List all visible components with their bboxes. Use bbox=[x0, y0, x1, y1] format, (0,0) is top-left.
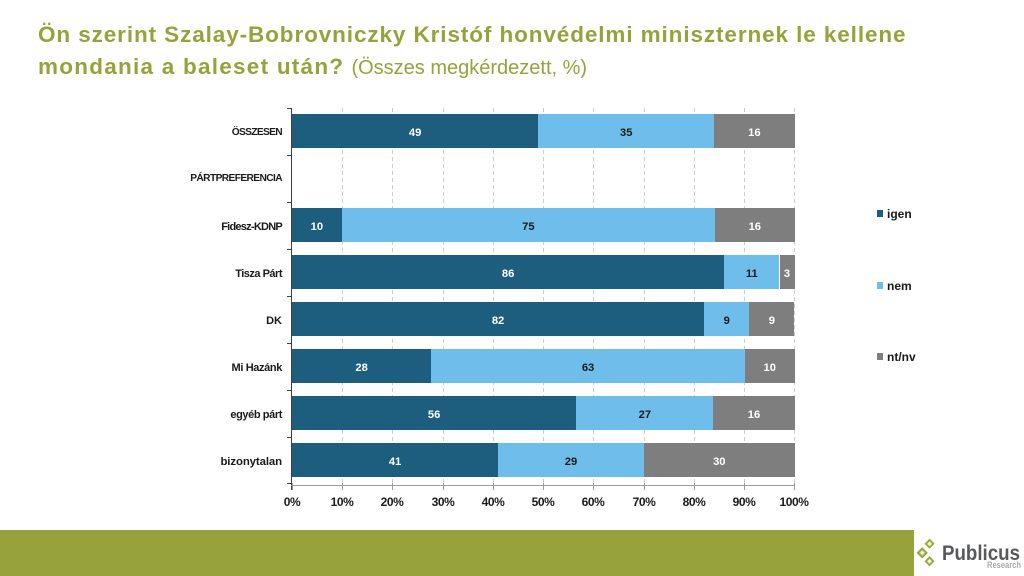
svg-text:Publicus: Publicus bbox=[942, 541, 1020, 565]
svg-text:Research: Research bbox=[987, 560, 1021, 570]
